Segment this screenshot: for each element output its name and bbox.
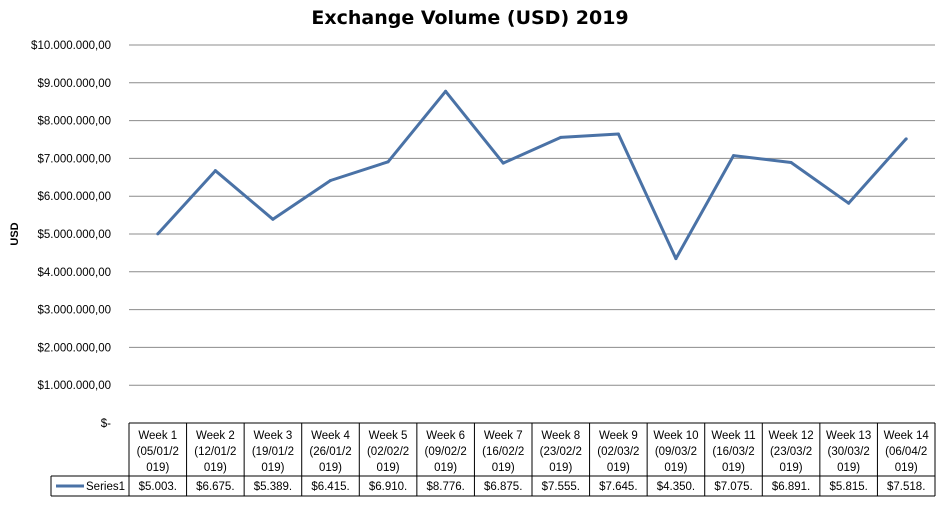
data-point (674, 257, 678, 261)
x-tick-label: Week 13 (826, 430, 871, 442)
y-tick-label: $7.000.000,00 (37, 153, 111, 165)
y-tick-label: $5.000.000,00 (37, 229, 111, 241)
x-tick-label: Week 4 (311, 430, 350, 442)
x-tick-label: 019) (261, 462, 284, 474)
data-table-value: $5.815. (829, 481, 867, 493)
x-tick-label: Week 6 (426, 430, 465, 442)
x-tick-label: 019) (146, 462, 169, 474)
y-tick-label: $8.000.000,00 (37, 116, 111, 128)
y-tick-label: $10.000.000,00 (31, 40, 111, 52)
x-tick-label: (05/01/2 (137, 446, 179, 458)
x-tick-label: (06/04/2 (885, 446, 927, 458)
data-point (559, 135, 563, 139)
y-tick-label: $4.000.000,00 (37, 267, 111, 279)
data-table-value: $7.075. (714, 481, 752, 493)
x-tick-label: (09/02/2 (425, 446, 467, 458)
x-tick-label: (23/03/2 (770, 446, 812, 458)
y-tick-label: $2.000.000,00 (37, 342, 111, 354)
data-point (444, 89, 448, 93)
data-table-value: $7.518. (887, 481, 925, 493)
y-tick-label: $3.000.000,00 (37, 305, 111, 317)
x-tick-label: (16/02/2 (482, 446, 524, 458)
x-tick-label: Week 8 (541, 430, 580, 442)
data-table-value: $5.389. (254, 481, 292, 493)
data-table-value: $6.415. (311, 481, 349, 493)
data-table-value: $6.875. (484, 481, 522, 493)
x-tick-label: (12/01/2 (194, 446, 236, 458)
data-table-value: $4.350. (657, 481, 695, 493)
x-tick-label: Week 5 (369, 430, 408, 442)
y-axis-label: USD (9, 222, 21, 245)
data-table-value: $7.645. (599, 481, 637, 493)
x-tick-label: (26/01/2 (309, 446, 351, 458)
data-point (904, 137, 908, 141)
x-tick-label: 019) (837, 462, 860, 474)
x-tick-label: (02/03/2 (597, 446, 639, 458)
x-tick-label: 019) (664, 462, 687, 474)
x-tick-label: (19/01/2 (252, 446, 294, 458)
x-tick-label: Week 11 (711, 430, 755, 442)
data-table-value: $6.910. (369, 481, 407, 493)
y-axis-ticks: $- $1.000.000,00 $2.000.000,00 $3.000.000,0… (31, 40, 111, 430)
x-tick-label: 019) (377, 462, 400, 474)
x-tick-label: 019) (780, 462, 803, 474)
data-table-value: $6.891. (772, 481, 810, 493)
x-tick-label: 019) (319, 462, 342, 474)
x-tick-label: Week 2 (196, 430, 235, 442)
data-point (847, 201, 851, 205)
data-point (271, 217, 275, 221)
y-tick-label: $- (101, 418, 111, 430)
x-tick-label: 019) (549, 462, 572, 474)
x-tick-label: (30/03/2 (828, 446, 870, 458)
x-tick-label: (09/03/2 (655, 446, 697, 458)
y-tick-label: $6.000.000,00 (37, 191, 111, 203)
x-tick-label: 019) (204, 462, 227, 474)
data-table: Week 1 (05/01/2 019) Week 2 (12/01/2 019) Week… (50, 422, 936, 497)
data-table-value: $8.776. (426, 481, 464, 493)
x-tick-label: Week 9 (599, 430, 638, 442)
data-point (501, 161, 505, 165)
data-table-value: $6.675. (196, 481, 234, 493)
x-tick-label: Week 1 (138, 430, 177, 442)
x-tick-label: Week 12 (768, 430, 813, 442)
data-point (616, 132, 620, 136)
data-table-value: $5.003. (139, 481, 177, 493)
x-tick-label: (23/02/2 (540, 446, 582, 458)
legend-entry: Series1 (86, 481, 125, 493)
data-point (732, 154, 735, 158)
x-tick-label: (16/03/2 (712, 446, 754, 458)
y-tick-label: $1.000.000,00 (37, 380, 111, 392)
chart-title: Exchange Volume (USD) 2019 (311, 7, 628, 29)
x-tick-label: 019) (722, 462, 745, 474)
gridlines (129, 44, 935, 386)
plot-area (156, 89, 908, 261)
x-tick-label: (02/02/2 (367, 446, 409, 458)
y-tick-label: $9.000.000,00 (37, 78, 111, 90)
x-tick-label: 019) (492, 462, 515, 474)
data-table-value: $7.555. (542, 481, 580, 493)
data-point (329, 179, 332, 183)
x-tick-label: Week 10 (653, 430, 698, 442)
data-point (789, 161, 793, 165)
x-tick-label: 019) (895, 462, 918, 474)
data-point (386, 160, 390, 164)
x-tick-label: Week 3 (254, 430, 293, 442)
series-line (156, 89, 908, 261)
data-point (156, 232, 160, 236)
x-tick-label: 019) (607, 462, 630, 474)
x-tick-label: Week 7 (484, 430, 523, 442)
data-point (213, 169, 217, 173)
x-tick-label: 019) (434, 462, 457, 474)
x-tick-label: Week 14 (884, 430, 930, 442)
